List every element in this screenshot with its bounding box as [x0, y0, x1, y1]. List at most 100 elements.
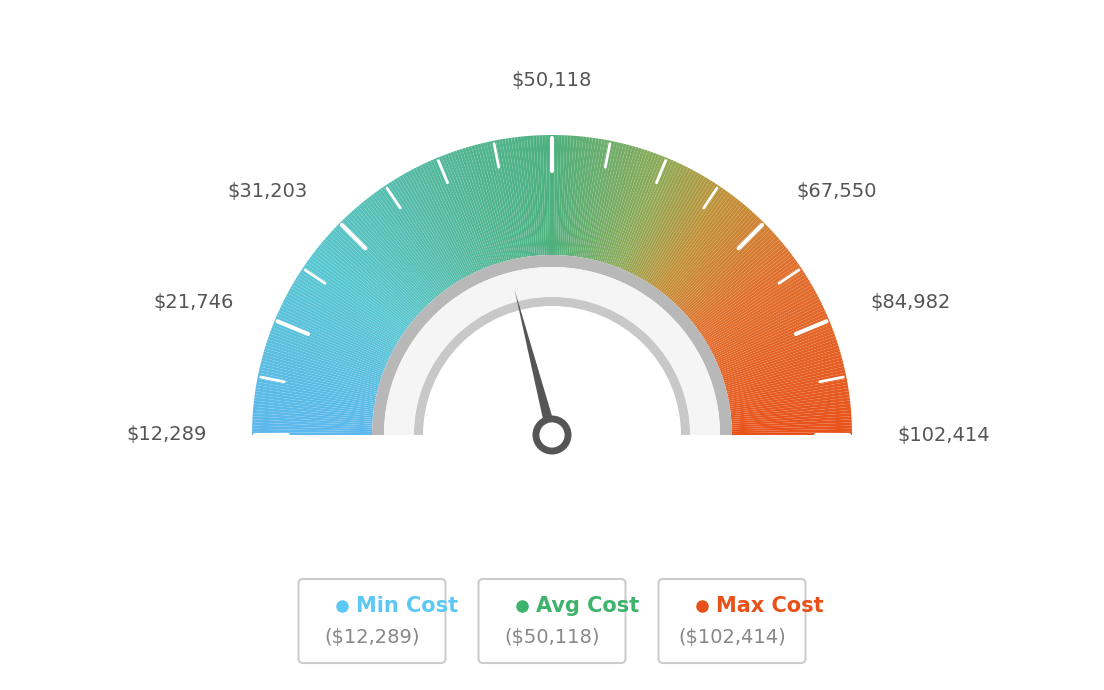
Wedge shape	[609, 150, 650, 265]
Wedge shape	[576, 138, 596, 257]
Wedge shape	[612, 152, 654, 266]
Wedge shape	[726, 364, 845, 394]
Wedge shape	[296, 277, 399, 342]
Wedge shape	[257, 375, 375, 402]
Wedge shape	[647, 180, 713, 283]
Wedge shape	[676, 216, 760, 305]
Wedge shape	[637, 170, 697, 277]
Circle shape	[540, 422, 564, 448]
Wedge shape	[450, 152, 492, 266]
Wedge shape	[662, 198, 739, 294]
Wedge shape	[573, 137, 590, 257]
Text: $21,746: $21,746	[152, 293, 233, 313]
Wedge shape	[686, 235, 777, 316]
Wedge shape	[436, 157, 484, 269]
Wedge shape	[724, 345, 839, 383]
Wedge shape	[277, 313, 388, 364]
Wedge shape	[658, 193, 731, 290]
Wedge shape	[258, 373, 376, 400]
Wedge shape	[413, 168, 470, 275]
Wedge shape	[309, 256, 407, 329]
Wedge shape	[359, 204, 437, 297]
Wedge shape	[618, 156, 666, 268]
Wedge shape	[521, 137, 535, 256]
Text: ($12,289): ($12,289)	[325, 628, 420, 647]
Wedge shape	[285, 296, 393, 353]
Wedge shape	[372, 255, 732, 435]
Wedge shape	[355, 206, 436, 299]
Wedge shape	[445, 154, 489, 267]
Wedge shape	[273, 322, 385, 368]
Wedge shape	[720, 324, 832, 371]
Wedge shape	[499, 139, 522, 258]
Wedge shape	[731, 397, 850, 414]
Wedge shape	[694, 251, 790, 326]
Wedge shape	[325, 237, 417, 317]
Wedge shape	[282, 302, 391, 357]
Wedge shape	[731, 407, 851, 420]
Wedge shape	[259, 366, 376, 396]
Wedge shape	[265, 345, 380, 383]
Wedge shape	[375, 190, 448, 289]
Wedge shape	[284, 299, 392, 355]
Wedge shape	[620, 157, 668, 269]
Wedge shape	[353, 208, 434, 300]
Circle shape	[532, 415, 572, 455]
Wedge shape	[422, 164, 476, 273]
Wedge shape	[593, 143, 624, 260]
Wedge shape	[418, 165, 474, 274]
Wedge shape	[299, 272, 401, 339]
Wedge shape	[267, 339, 381, 380]
Wedge shape	[723, 339, 837, 380]
Wedge shape	[511, 137, 530, 257]
Wedge shape	[565, 136, 577, 255]
Wedge shape	[490, 141, 517, 259]
Wedge shape	[253, 407, 373, 420]
Wedge shape	[645, 179, 710, 282]
Wedge shape	[661, 196, 736, 293]
Wedge shape	[597, 144, 629, 261]
Wedge shape	[601, 146, 636, 262]
Wedge shape	[365, 198, 442, 294]
Wedge shape	[636, 169, 693, 277]
Wedge shape	[294, 279, 399, 344]
Wedge shape	[654, 187, 723, 287]
Wedge shape	[280, 304, 390, 358]
Wedge shape	[670, 208, 751, 300]
Text: ($102,414): ($102,414)	[678, 628, 786, 647]
Wedge shape	[523, 136, 537, 256]
Wedge shape	[667, 204, 745, 297]
Wedge shape	[465, 147, 502, 263]
Wedge shape	[347, 214, 431, 304]
Wedge shape	[558, 135, 564, 255]
Wedge shape	[718, 319, 830, 367]
Wedge shape	[651, 185, 721, 286]
Wedge shape	[505, 138, 526, 257]
Wedge shape	[307, 259, 406, 331]
Wedge shape	[698, 259, 797, 331]
Text: $31,203: $31,203	[227, 181, 308, 201]
Wedge shape	[578, 138, 599, 257]
Wedge shape	[699, 262, 798, 333]
Wedge shape	[258, 370, 376, 397]
Wedge shape	[537, 135, 544, 255]
Wedge shape	[252, 428, 372, 433]
Wedge shape	[711, 296, 819, 353]
Wedge shape	[429, 159, 480, 270]
Wedge shape	[713, 302, 822, 357]
Wedge shape	[463, 148, 500, 264]
Wedge shape	[293, 282, 397, 345]
Wedge shape	[598, 145, 633, 262]
Wedge shape	[361, 202, 438, 296]
Wedge shape	[454, 150, 495, 265]
Wedge shape	[255, 391, 374, 411]
Wedge shape	[586, 140, 612, 259]
Wedge shape	[687, 237, 779, 317]
Wedge shape	[438, 156, 486, 268]
Wedge shape	[732, 420, 852, 428]
Wedge shape	[682, 228, 771, 312]
Wedge shape	[714, 304, 824, 358]
Wedge shape	[729, 382, 848, 405]
Wedge shape	[336, 225, 424, 310]
Wedge shape	[627, 162, 680, 272]
